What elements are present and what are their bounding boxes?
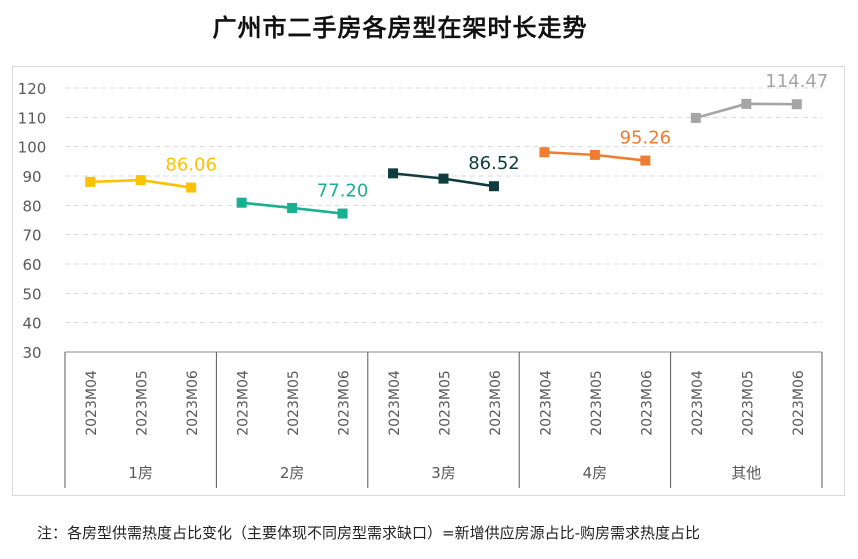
data-label: 95.26	[620, 128, 672, 149]
data-point-marker	[488, 181, 499, 192]
x-tick-label: 2023M05	[135, 370, 151, 436]
x-tick-label: 2023M06	[488, 370, 504, 436]
data-point-marker	[690, 112, 701, 123]
data-label: 114.47	[765, 71, 828, 92]
y-tick-label: 80	[22, 197, 41, 215]
y-tick-label: 60	[22, 256, 41, 274]
x-tick-label: 2023M04	[236, 370, 252, 436]
data-point-marker	[236, 197, 247, 208]
data-label: 86.06	[165, 155, 217, 176]
data-point-marker	[791, 99, 802, 110]
data-point-marker	[640, 155, 651, 166]
x-tick-label: 2023M06	[639, 370, 655, 436]
chart-title: 广州市二手房各房型在架时长走势	[212, 14, 588, 42]
x-tick-label: 2023M04	[690, 370, 706, 436]
group-label: 3房	[431, 464, 456, 482]
y-tick-label: 30	[22, 344, 41, 362]
y-tick-label: 110	[18, 109, 47, 127]
data-label: 86.52	[468, 153, 520, 174]
y-tick-label: 100	[18, 139, 47, 157]
group-label: 4房	[583, 464, 608, 482]
x-tick-label: 2023M04	[387, 370, 403, 436]
data-point-marker	[186, 182, 197, 193]
data-point-marker	[539, 147, 550, 158]
y-tick-label: 40	[22, 315, 41, 333]
footnote: 注：各房型供需热度占比变化（主要体现不同房型需求缺口）=新增供应房源占比-购房需…	[37, 524, 700, 542]
data-point-marker	[135, 175, 146, 186]
x-tick-label: 2023M05	[589, 370, 605, 436]
y-tick-label: 90	[22, 168, 41, 186]
data-point-marker	[388, 168, 399, 179]
x-tick-label: 2023M05	[740, 370, 756, 436]
data-point-marker	[589, 149, 600, 160]
data-point-marker	[741, 98, 752, 109]
x-tick-label: 2023M04	[84, 370, 100, 436]
data-label: 77.20	[317, 181, 369, 202]
chart-frame	[12, 66, 845, 496]
group-label: 其他	[731, 464, 761, 482]
x-tick-label: 2023M06	[791, 370, 807, 436]
x-tick-label: 2023M05	[286, 370, 302, 436]
x-tick-label: 2023M04	[538, 370, 554, 436]
x-tick-label: 2023M06	[185, 370, 201, 436]
x-tick-label: 2023M06	[337, 370, 353, 436]
y-tick-label: 50	[22, 285, 41, 303]
data-point-marker	[337, 208, 348, 219]
y-tick-label: 120	[18, 80, 47, 98]
x-tick-label: 2023M05	[438, 370, 454, 436]
y-tick-label: 70	[22, 227, 41, 245]
data-point-marker	[287, 202, 298, 213]
data-point-marker	[438, 173, 449, 184]
group-label: 1房	[128, 464, 153, 482]
group-label: 2房	[280, 464, 305, 482]
data-point-marker	[85, 176, 96, 187]
